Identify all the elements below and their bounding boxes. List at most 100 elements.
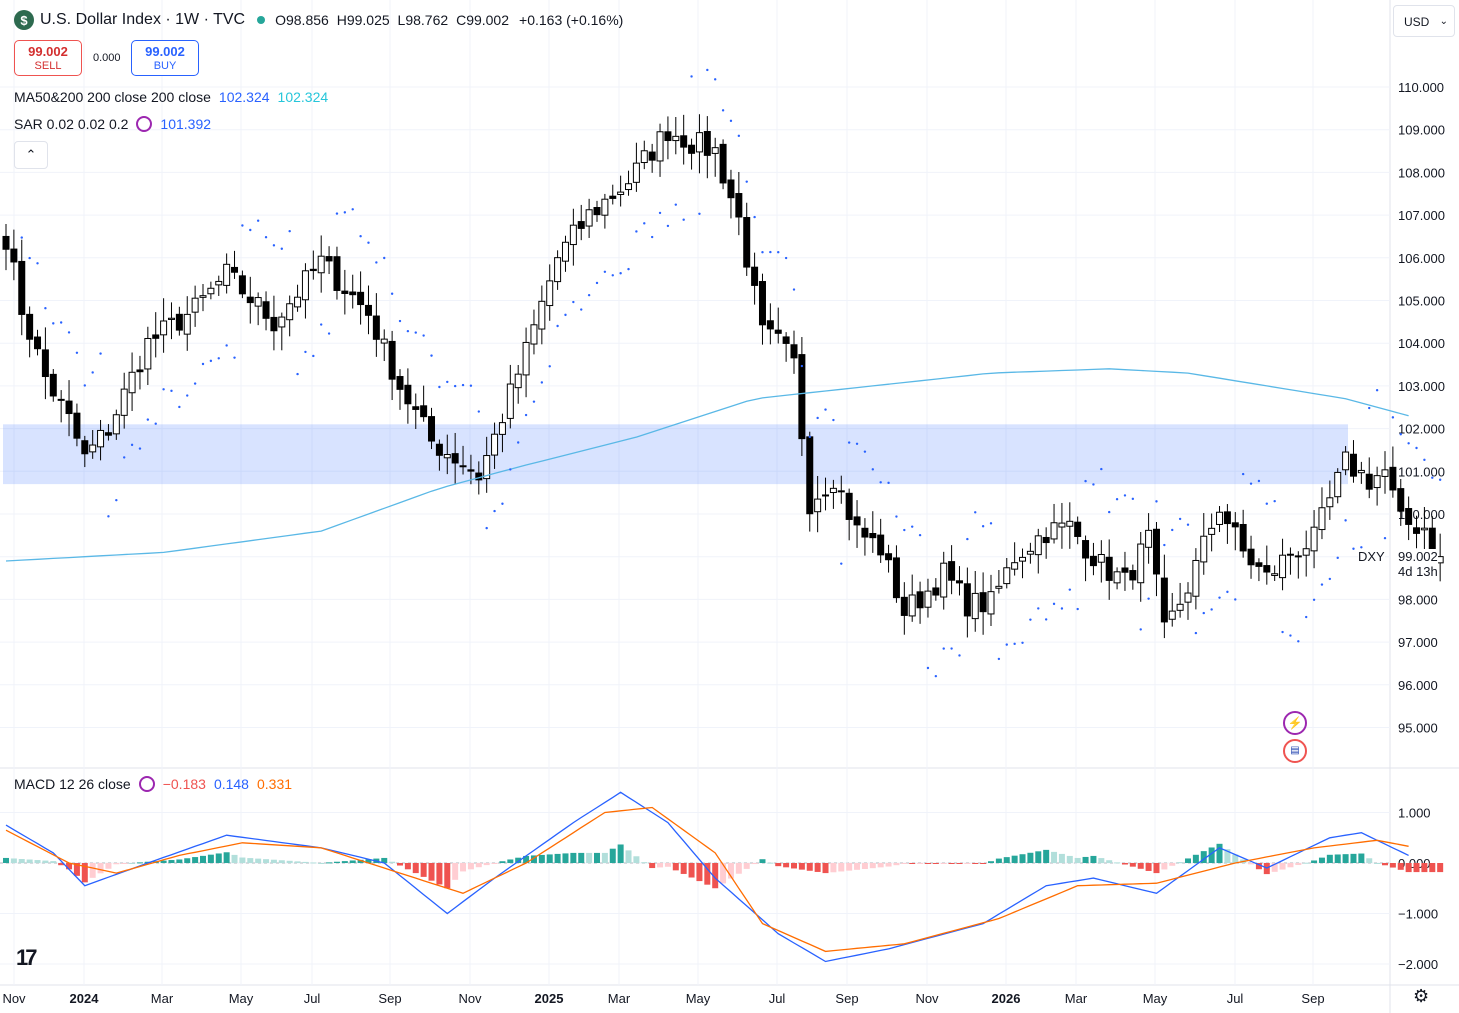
sar-dot	[997, 657, 1001, 661]
sar-dot	[249, 228, 252, 232]
sar-dot	[1281, 630, 1284, 634]
flash-icon[interactable]: ⚡	[1283, 711, 1307, 735]
sar-dot	[59, 321, 63, 324]
sar-dot	[745, 180, 748, 183]
macd-histogram-bar	[893, 863, 900, 866]
sar-dot	[1336, 556, 1339, 560]
sar-indicator-legend[interactable]: SAR 0.02 0.02 0.2 101.392	[14, 116, 212, 132]
candle-body	[774, 329, 782, 334]
candle-body	[380, 338, 388, 344]
macd-histogram-bar	[720, 863, 727, 884]
macd-histogram-bar	[980, 863, 987, 864]
sar-dot	[1312, 598, 1316, 601]
sar-dot	[934, 674, 938, 678]
sar-dot	[1202, 611, 1205, 615]
macd-histogram-bar	[18, 859, 25, 863]
candle-body	[65, 400, 73, 415]
macd-histogram-bar	[704, 863, 711, 885]
candle-body	[648, 151, 656, 161]
candle-body	[1089, 555, 1097, 567]
refresh-icon[interactable]	[136, 116, 153, 132]
tradingview-logo[interactable]: 17	[16, 945, 38, 970]
sar-dot	[658, 211, 662, 215]
macd-histogram-bar	[570, 852, 577, 863]
sar-dot	[115, 498, 118, 502]
macd-histogram-bar	[1208, 847, 1215, 863]
symbol-header[interactable]: $ U.S. Dollar Index · 1W · TVC O98.856 H…	[14, 10, 623, 30]
sar-dot	[706, 68, 709, 72]
macd-histogram-bar	[538, 854, 545, 863]
sar-dot	[855, 442, 859, 445]
macd-histogram-bar	[50, 861, 57, 863]
macd-histogram-bar	[1169, 863, 1176, 866]
sar-dot	[193, 382, 197, 385]
candle-body	[885, 553, 893, 561]
sar-dot	[67, 331, 71, 334]
candle-body	[735, 193, 743, 218]
sar-dot	[1052, 602, 1056, 606]
sar-dot	[721, 109, 725, 112]
macd-histogram-bar	[1051, 851, 1058, 863]
sar-dot	[729, 119, 733, 123]
macd-histogram-bar	[1177, 862, 1184, 864]
candle-body	[1389, 466, 1397, 491]
sar-dot	[556, 324, 559, 328]
candle-body	[1034, 535, 1042, 556]
macd-histogram-bar	[1153, 863, 1160, 874]
time-tick-label: Sep	[378, 991, 401, 1006]
candle-body	[1003, 567, 1011, 585]
macd-histogram-bar	[869, 863, 876, 869]
candle-body	[317, 255, 325, 274]
collapse-legend-button[interactable]: ⌃	[14, 141, 48, 169]
candle-body	[1326, 497, 1334, 508]
sell-button[interactable]: 99.002 SELL	[14, 40, 82, 76]
macd-histogram-bar	[917, 863, 924, 864]
sar-dot	[1257, 479, 1261, 483]
candle-body	[1011, 562, 1019, 570]
sar-dot	[524, 413, 528, 417]
sar-dot	[903, 528, 906, 532]
macd-histogram-bar	[1074, 857, 1081, 863]
sar-dot	[320, 323, 323, 326]
candle-body	[1231, 522, 1239, 528]
candle-body	[278, 316, 286, 328]
sar-dot	[1005, 643, 1008, 646]
macd-histogram-bar	[1429, 863, 1436, 873]
macd-histogram-bar	[964, 863, 971, 864]
time-tick-label: Mar	[1065, 991, 1088, 1006]
candle-body	[632, 162, 640, 183]
macd-histogram-bar	[1437, 863, 1444, 873]
sar-dot	[1013, 642, 1016, 646]
candle-body	[97, 429, 105, 448]
gear-icon[interactable]: ⚙	[1413, 986, 1430, 1006]
symbol-title[interactable]: U.S. Dollar Index · 1W · TVC	[40, 11, 246, 28]
macd-indicator-legend[interactable]: MACD 12 26 close −0.183 0.148 0.331	[14, 776, 293, 792]
macd-histogram-bar	[263, 859, 270, 863]
us-flag-icon[interactable]: ▤	[1283, 739, 1307, 763]
sar-dot	[367, 241, 370, 244]
sar-dot	[1139, 628, 1142, 631]
sar-dot	[107, 515, 110, 518]
buy-button[interactable]: 99.002 BUY	[131, 40, 199, 76]
sar-dot	[1076, 607, 1079, 611]
candle-body	[215, 280, 223, 286]
sar-dot	[1155, 500, 1158, 503]
macd-histogram-bar	[436, 863, 443, 885]
candle-body	[1192, 559, 1200, 597]
currency-select[interactable]: USD ⌄	[1393, 5, 1455, 37]
ma-indicator-legend[interactable]: MA50&200 200 close 200 close 102.324 102…	[14, 89, 329, 105]
price-change: +0.163 (+0.16%)	[519, 12, 624, 28]
sar-dot	[201, 362, 205, 366]
time-tick-label: Jul	[1227, 991, 1244, 1006]
macd-histogram-bar	[349, 860, 356, 863]
candle-body	[1097, 554, 1105, 563]
candle-body	[538, 300, 546, 330]
sar-dot	[406, 329, 410, 333]
macd-histogram-bar	[239, 857, 246, 863]
sar-dot	[1352, 547, 1355, 550]
macd-histogram-bar	[1145, 863, 1152, 871]
sar-dot	[217, 357, 220, 360]
refresh-icon[interactable]	[138, 776, 155, 792]
macd-histogram-bar	[885, 863, 892, 867]
